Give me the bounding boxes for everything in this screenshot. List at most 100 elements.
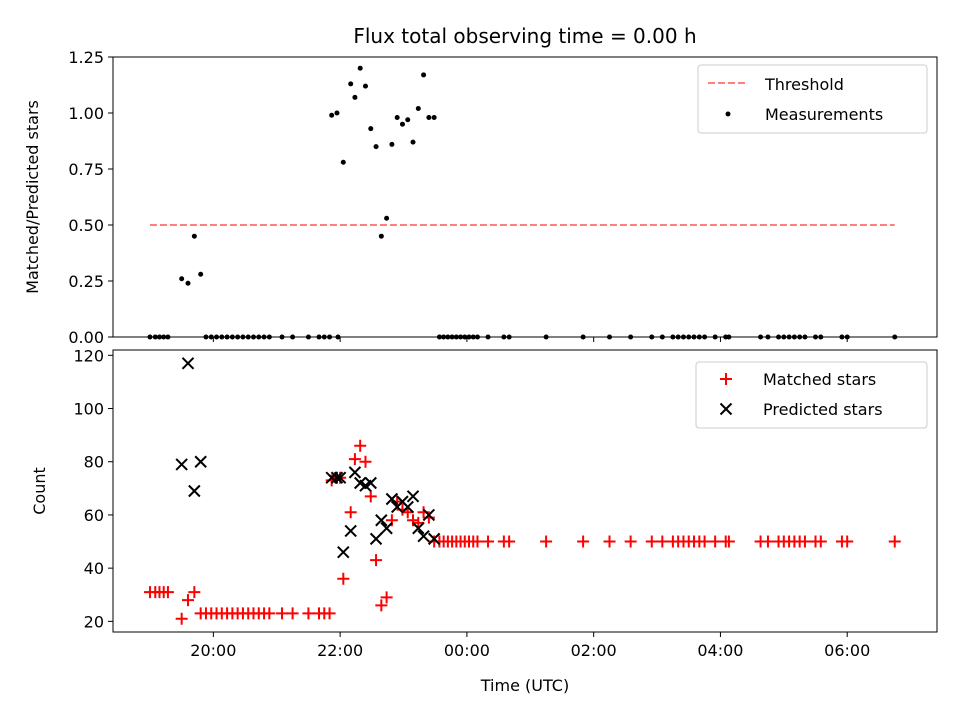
measurement-point (399, 121, 405, 127)
predicted-star-point (348, 466, 362, 479)
matched-star-point (841, 535, 854, 548)
bottom-ytick-label: 40 (84, 559, 104, 578)
matched-star-point (798, 535, 811, 548)
bottom-panel: Count Time (UTC) 20 40 60 80 100 120 20:00 22:… (30, 346, 938, 695)
measurement-point (340, 159, 346, 165)
measurement-point (368, 126, 374, 132)
measurements-legend-marker (725, 111, 731, 117)
matched-star-point (709, 535, 722, 548)
bottom-xtick-label: 00:00 (444, 641, 490, 660)
predicted-star-point (175, 458, 188, 471)
top-ytick-label: 0.50 (68, 216, 104, 235)
top-legend: Threshold Measurements (697, 64, 928, 134)
top-ytick-label: 1.25 (68, 48, 104, 67)
predicted-star-point (375, 514, 388, 527)
matched-star-point (503, 535, 516, 548)
bottom-legend-markers (719, 373, 733, 416)
predicted-star-point (369, 532, 383, 546)
predicted-star-point (364, 476, 377, 490)
predicted-legend-label: Predicted stars (763, 400, 883, 419)
top-panel-y-ticks: 0.00 0.25 0.50 0.75 1.00 1.25 (68, 48, 113, 347)
predicted-star-point (406, 490, 420, 503)
top-ytick-label: 1.00 (68, 104, 104, 123)
measurement-point (329, 112, 335, 118)
threshold-legend-label: Threshold (764, 75, 844, 94)
bottom-ytick-label: 120 (73, 346, 104, 365)
bottom-ytick-label: 60 (84, 506, 104, 525)
predicted-star-point (194, 455, 207, 468)
bottom-ytick-label: 80 (84, 453, 104, 472)
measurement-point (179, 276, 185, 282)
matched-star-point (577, 535, 590, 548)
matched-star-point (761, 535, 774, 548)
bottom-xtick-label: 20:00 (190, 641, 236, 660)
measurement-point (394, 114, 400, 120)
matched-star-point (814, 535, 827, 548)
bottom-ytick-label: 100 (73, 400, 104, 419)
matched-star-point (722, 535, 735, 548)
matched-star-point (370, 554, 383, 567)
bottom-panel-frame (112, 349, 938, 633)
matched-star-point (182, 594, 195, 607)
top-panel-frame (112, 56, 938, 338)
predicted-star-point (337, 545, 350, 559)
predicted-star-point (401, 500, 414, 514)
matched-legend-marker (720, 373, 732, 385)
predicted-star-point (412, 522, 425, 535)
measurement-point (415, 106, 421, 112)
top-panel-ylabel: Matched/Predicted stars (23, 100, 42, 294)
measurement-point (378, 233, 384, 239)
predicted-star-point (417, 530, 430, 543)
predicted-star-point (427, 532, 441, 546)
bottom-xtick-label: 02:00 (571, 641, 617, 660)
measurement-point (348, 81, 354, 87)
measurement-point (185, 280, 191, 286)
bottom-panel-xlabel: Time (UTC) (480, 676, 569, 695)
predicted-legend-marker (719, 402, 733, 416)
measurement-point (198, 271, 204, 277)
bottom-panel-x-ticks: 20:00 22:00 00:00 02:00 04:00 06:00 (190, 632, 870, 660)
bottom-ytick-label: 20 (84, 612, 104, 631)
top-panel: Flux total observing time = 0.00 h Match… (23, 24, 938, 347)
bottom-xtick-label: 06:00 (824, 641, 870, 660)
predicted-star-point (188, 484, 201, 498)
bottom-panel-ylabel: Count (30, 467, 49, 515)
matched-star-point (302, 607, 315, 620)
measurement-point (357, 65, 363, 71)
measurement-point (426, 114, 432, 120)
bottom-panel-y-ticks: 20 40 60 80 100 120 (73, 346, 113, 631)
matched-star-point (656, 535, 669, 548)
matched-star-point (603, 535, 616, 548)
matched-legend-label: Matched stars (763, 370, 876, 389)
matched-star-point (698, 535, 711, 548)
measurement-point (362, 83, 368, 89)
matched-star-point (175, 612, 188, 625)
matched-star-point (263, 607, 276, 620)
predicted-star-point (344, 524, 357, 538)
matched-star-point (276, 607, 289, 620)
measurements-legend-label: Measurements (765, 105, 883, 124)
bottom-xtick-label: 22:00 (317, 641, 363, 660)
matched-star-point (482, 535, 495, 548)
matched-star-point (344, 506, 357, 519)
measurement-point (389, 141, 395, 147)
predicted-star-point (385, 492, 399, 506)
predicted-star-point (330, 471, 344, 484)
measurement-point (405, 117, 411, 123)
measurement-point (384, 215, 390, 221)
bottom-legend-box (695, 361, 928, 429)
matched-star-point (471, 535, 484, 548)
matched-star-point (286, 607, 299, 620)
matched-star-point (375, 599, 388, 612)
measurement-point (334, 110, 340, 116)
measurement-point (421, 72, 427, 78)
measurement-point (191, 233, 197, 239)
matched-star-point (323, 607, 336, 620)
bottom-xtick-label: 04:00 (697, 641, 743, 660)
top-ytick-label: 0.00 (68, 328, 104, 347)
matched-star-point (161, 586, 174, 599)
matched-star-point (624, 535, 637, 548)
measurement-point (410, 139, 416, 145)
matched-star-point (380, 591, 393, 604)
